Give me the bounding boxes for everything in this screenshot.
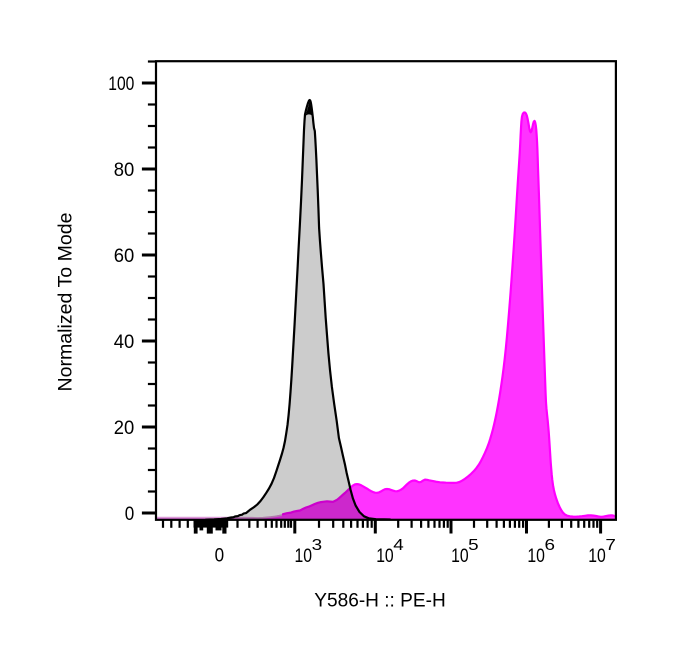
svg-text:10: 10: [527, 546, 545, 567]
svg-text:0: 0: [125, 504, 135, 525]
svg-text:Normalized To Mode: Normalized To Mode: [56, 213, 77, 392]
svg-text:0: 0: [215, 546, 225, 567]
svg-text:60: 60: [114, 246, 135, 267]
svg-text:6: 6: [545, 537, 556, 554]
svg-text:10: 10: [295, 546, 313, 567]
svg-text:10: 10: [588, 546, 606, 567]
svg-text:4: 4: [393, 537, 404, 554]
svg-text:100: 100: [108, 74, 134, 95]
svg-text:40: 40: [114, 332, 135, 353]
svg-text:10: 10: [451, 546, 469, 567]
svg-text:20: 20: [114, 418, 135, 439]
svg-text:3: 3: [312, 537, 323, 554]
svg-text:7: 7: [605, 537, 616, 554]
svg-text:10: 10: [376, 546, 394, 567]
svg-text:5: 5: [468, 537, 479, 554]
svg-text:80: 80: [114, 160, 135, 181]
svg-text:Y586-H :: PE-H: Y586-H :: PE-H: [314, 591, 446, 612]
